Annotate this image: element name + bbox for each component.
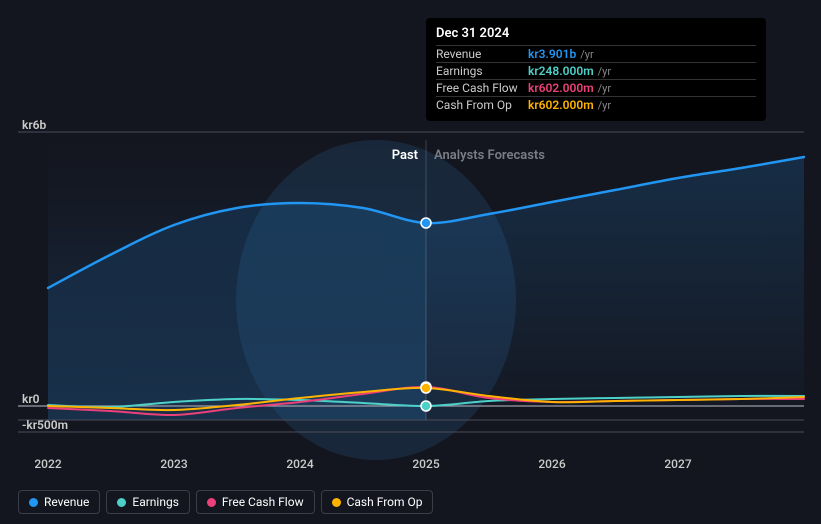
y-tick-label: kr6b bbox=[22, 118, 46, 132]
x-tick-label: 2025 bbox=[412, 457, 439, 471]
legend-swatch-icon bbox=[332, 498, 341, 507]
tooltip-row: Cash From Opkr602.000m/yr bbox=[436, 96, 756, 113]
tooltip-metric-label: Revenue bbox=[436, 47, 528, 61]
financial-chart: kr6bkr0-kr500m 202220232024202520262027 … bbox=[0, 0, 821, 524]
x-tick-label: 2027 bbox=[664, 457, 691, 471]
data-tooltip: Dec 31 2024 Revenuekr3.901b/yrEarningskr… bbox=[426, 18, 766, 121]
x-tick-label: 2023 bbox=[160, 457, 187, 471]
tooltip-metric-unit: /yr bbox=[598, 82, 611, 95]
legend-label: Revenue bbox=[44, 495, 89, 509]
tooltip-metric-unit: /yr bbox=[598, 99, 611, 112]
tooltip-metric-label: Cash From Op bbox=[436, 98, 528, 112]
tooltip-metric-value: kr248.000m bbox=[528, 64, 594, 78]
tooltip-metric-value: kr602.000m bbox=[528, 81, 594, 95]
legend-item-fcf[interactable]: Free Cash Flow bbox=[196, 490, 315, 514]
legend-label: Earnings bbox=[132, 495, 179, 509]
tooltip-row: Free Cash Flowkr602.000m/yr bbox=[436, 79, 756, 96]
tooltip-metric-value: kr3.901b bbox=[528, 47, 576, 61]
x-tick-label: 2024 bbox=[286, 457, 313, 471]
tooltip-metric-label: Earnings bbox=[436, 64, 528, 78]
marker-revenue[interactable] bbox=[421, 218, 431, 228]
marker-earnings[interactable] bbox=[421, 401, 431, 411]
tooltip-row: Revenuekr3.901b/yr bbox=[436, 45, 756, 62]
legend: Revenue Earnings Free Cash Flow Cash From O… bbox=[18, 490, 433, 514]
tooltip-date: Dec 31 2024 bbox=[436, 26, 756, 45]
tooltip-metric-unit: /yr bbox=[598, 65, 611, 78]
x-tick-label: 2022 bbox=[34, 457, 61, 471]
x-tick-label: 2026 bbox=[538, 457, 565, 471]
legend-label: Cash From Op bbox=[347, 495, 423, 509]
legend-item-cfo[interactable]: Cash From Op bbox=[321, 490, 434, 514]
y-tick-label: -kr500m bbox=[22, 418, 68, 432]
legend-item-revenue[interactable]: Revenue bbox=[18, 490, 100, 514]
legend-label: Free Cash Flow bbox=[222, 495, 304, 509]
legend-swatch-icon bbox=[117, 498, 126, 507]
forecast-section-label: Analysts Forecasts bbox=[434, 148, 545, 163]
tooltip-row: Earningskr248.000m/yr bbox=[436, 62, 756, 79]
legend-item-earnings[interactable]: Earnings bbox=[106, 490, 190, 514]
legend-swatch-icon bbox=[207, 498, 216, 507]
past-section-label: Past bbox=[392, 148, 418, 163]
legend-swatch-icon bbox=[29, 498, 38, 507]
tooltip-metric-value: kr602.000m bbox=[528, 98, 594, 112]
tooltip-metric-label: Free Cash Flow bbox=[436, 81, 528, 95]
marker-cfo[interactable] bbox=[421, 383, 431, 393]
tooltip-metric-unit: /yr bbox=[580, 48, 593, 61]
y-tick-label: kr0 bbox=[22, 392, 40, 406]
